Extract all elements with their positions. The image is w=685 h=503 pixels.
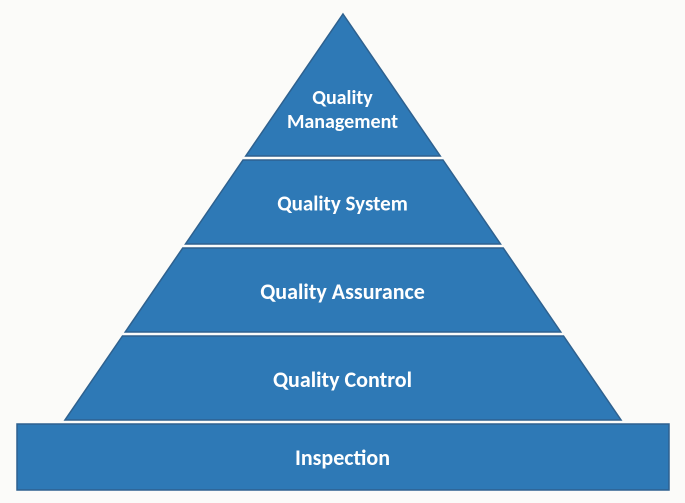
pyramid-tier-1: [185, 160, 500, 244]
pyramid-tier-4: [17, 424, 669, 490]
pyramid-tier-3: [65, 336, 621, 420]
pyramid-svg: [0, 0, 685, 503]
pyramid-diagram: QualityManagement Quality System Quality…: [0, 0, 685, 503]
pyramid-tier-2: [125, 248, 561, 332]
pyramid-tier-0: [246, 14, 441, 156]
